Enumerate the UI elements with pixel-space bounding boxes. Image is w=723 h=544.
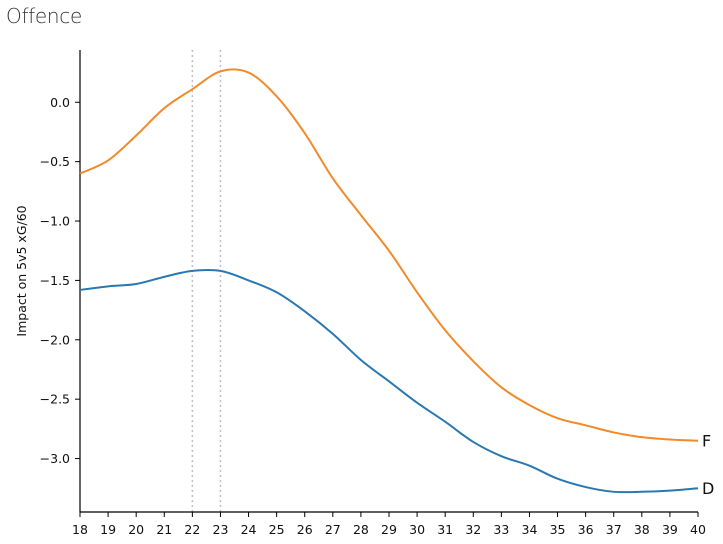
x-tick-label: 37 — [606, 522, 622, 537]
y-tick-label: −3.0 — [40, 451, 70, 466]
x-tick-label: 18 — [72, 522, 88, 537]
y-tick-label: −1.0 — [40, 214, 70, 229]
x-tick-label: 35 — [550, 522, 566, 537]
x-tick-label: 33 — [493, 522, 509, 537]
series-label-F: F — [702, 432, 711, 451]
y-tick-label: −1.5 — [40, 273, 70, 288]
x-tick-label: 28 — [353, 522, 369, 537]
x-tick-label: 29 — [381, 522, 397, 537]
x-tick-label: 39 — [662, 522, 678, 537]
y-axis-label: Impact on 5v5 xG/60 — [14, 205, 29, 336]
x-tick-label: 31 — [437, 522, 453, 537]
chart-title: Offence — [6, 4, 83, 28]
x-tick-label: 30 — [409, 522, 425, 537]
x-tick-label: 25 — [269, 522, 285, 537]
x-tick-label: 21 — [156, 522, 172, 537]
x-tick-label: 19 — [100, 522, 116, 537]
x-tick-label: 20 — [128, 522, 144, 537]
x-tick-label: 23 — [213, 522, 229, 537]
x-tick-label: 36 — [578, 522, 594, 537]
y-tick-label: −2.5 — [40, 392, 70, 407]
y-tick-label: −0.5 — [40, 154, 70, 169]
x-tick-label: 32 — [465, 522, 481, 537]
x-tick-label: 34 — [522, 522, 538, 537]
y-tick-label: −2.0 — [40, 332, 70, 347]
y-tick-label: 0.0 — [50, 95, 70, 110]
x-tick-label: 22 — [184, 522, 200, 537]
series-line-F — [79, 68, 699, 442]
x-tick-label: 24 — [241, 522, 257, 537]
series-line-D — [79, 268, 699, 494]
x-tick-label: 26 — [297, 522, 313, 537]
x-tick-label: 38 — [634, 522, 650, 537]
x-tick-label: 40 — [690, 522, 706, 537]
series-label-D: D — [702, 479, 714, 498]
x-tick-label: 27 — [325, 522, 341, 537]
